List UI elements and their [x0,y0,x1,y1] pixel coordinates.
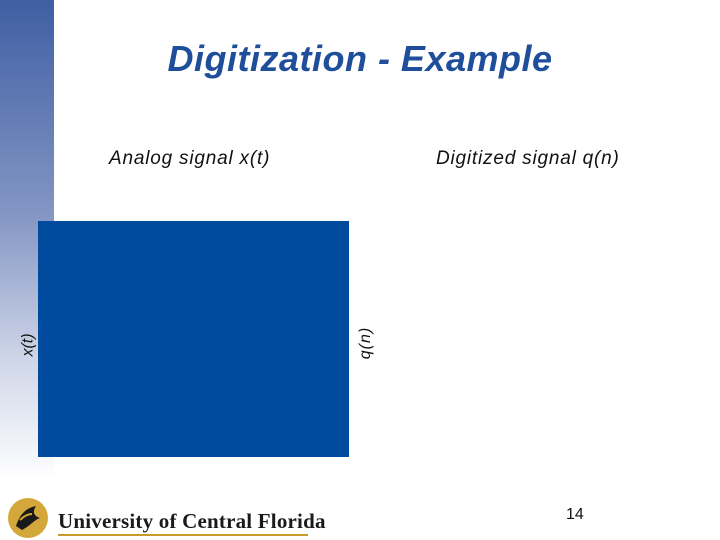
analog-signal-caption: Analog signal x(t) [109,148,271,169]
university-name: University of Central Florida [58,509,326,533]
signal-plot-panel [38,221,349,457]
digitized-signal-caption: Digitized signal q(n) [436,148,620,169]
page-number: 14 [566,506,584,523]
slide-title: Digitization - Example [167,38,553,79]
pegasus-logo-icon [8,498,48,538]
digitized-y-axis-label: q(n) [357,326,375,360]
footer-gold-rule [58,534,308,536]
analog-y-axis-label: x(t) [19,333,37,357]
